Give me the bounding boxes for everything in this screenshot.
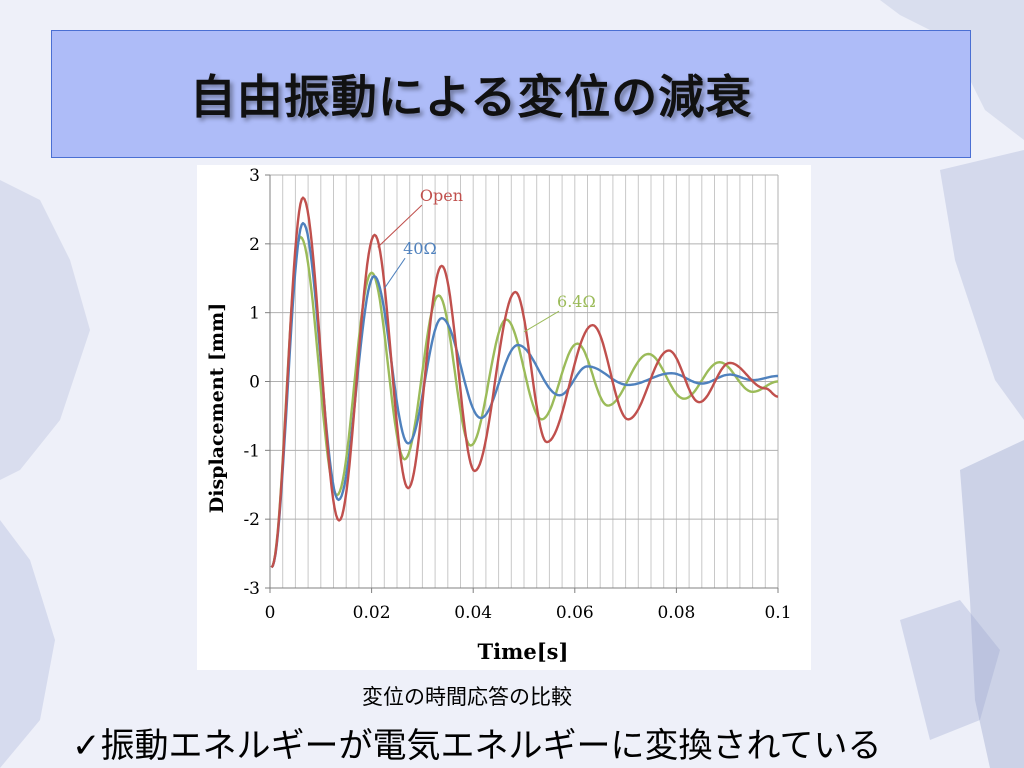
displacement-chart: -3 -2 -1 0 1 2 3 0 0.02 0.04 0.06 0.08 0.1 Open 40Ω 6.… bbox=[206, 166, 792, 664]
y-tick-label: 2 bbox=[249, 235, 260, 255]
axis-layer: -3 -2 -1 0 1 2 3 0 0.02 0.04 0.06 0.08 0.1 bbox=[243, 166, 791, 623]
series-line-6-4ohm bbox=[270, 235, 779, 569]
x-tick-label: 0 bbox=[265, 603, 276, 623]
x-tick-label: 0.04 bbox=[454, 603, 492, 623]
x-tick-label: 0.06 bbox=[556, 603, 594, 623]
series-annotation-label: 40Ω bbox=[403, 239, 437, 258]
series-line-open bbox=[270, 196, 779, 569]
annotation-layer: Open 40Ω 6.4Ω bbox=[377, 186, 596, 333]
x-axis-label: Time[s] bbox=[478, 639, 569, 664]
y-axis-label: Displacement [mm] bbox=[206, 303, 228, 513]
x-tick-label: 0.1 bbox=[764, 603, 791, 623]
y-tick-label: 1 bbox=[249, 304, 260, 324]
conclusion-line: ✓振動エネルギーが電気エネルギーに変換されている bbox=[72, 718, 992, 767]
title-box: 自由振動による変位の減衰 bbox=[51, 30, 971, 158]
annotation-leader bbox=[383, 257, 406, 289]
y-tick-label: -2 bbox=[243, 510, 260, 530]
slide-title: 自由振動による変位の減衰 bbox=[189, 70, 753, 124]
x-tick-label: 0.02 bbox=[353, 603, 391, 623]
y-tick-label: -3 bbox=[243, 579, 260, 599]
annotation-leader bbox=[377, 204, 423, 248]
series-layer bbox=[270, 196, 779, 569]
y-tick-label: 3 bbox=[249, 166, 260, 186]
x-tick-label: 0.08 bbox=[657, 603, 695, 623]
chart-caption: 変位の時間応答の比較 bbox=[362, 685, 572, 709]
series-annotation-label: 6.4Ω bbox=[557, 292, 596, 311]
y-tick-label: -1 bbox=[243, 441, 260, 461]
checkmark-icon: ✓ bbox=[72, 726, 101, 766]
annotation-leader bbox=[523, 310, 560, 333]
conclusion-text: 振動エネルギーが電気エネルギーに変換されている bbox=[100, 726, 882, 766]
chart-panel: -3 -2 -1 0 1 2 3 0 0.02 0.04 0.06 0.08 0.1 Open 40Ω 6.… bbox=[197, 165, 811, 670]
series-annotation-label: Open bbox=[420, 186, 463, 205]
y-tick-label: 0 bbox=[249, 373, 260, 393]
